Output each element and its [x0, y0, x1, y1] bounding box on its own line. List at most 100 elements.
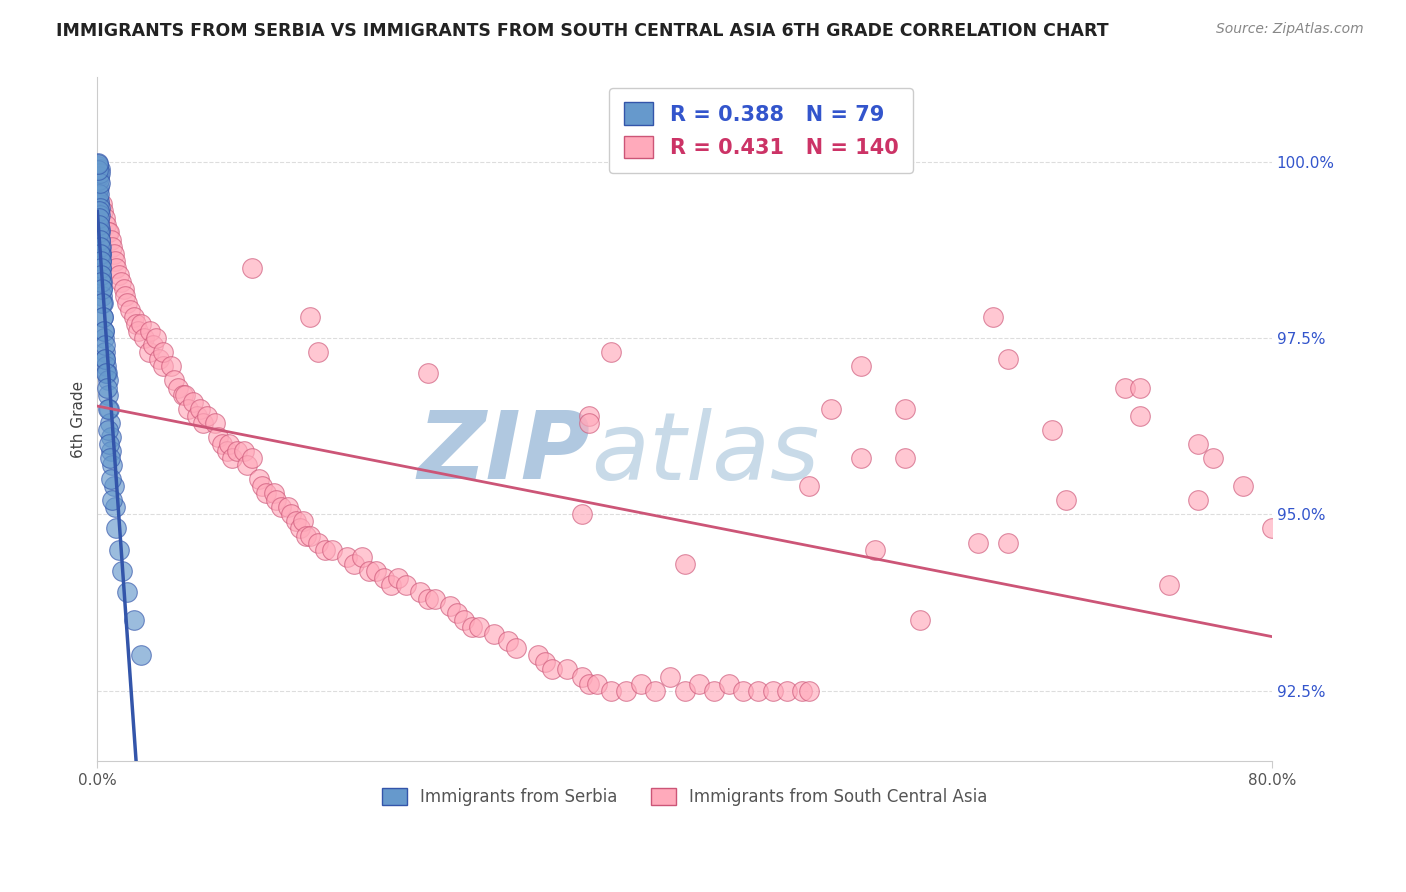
Point	[90, 275, 112, 289]
Point	[89, 176, 111, 190]
Point	[93, 324, 115, 338]
Y-axis label: 6th Grade: 6th Grade	[72, 381, 86, 458]
Point	[98, 401, 121, 416]
Point	[416, 367, 439, 381]
Point	[534, 656, 557, 670]
Text: ZIP: ZIP	[418, 408, 591, 500]
Point	[291, 515, 314, 529]
Point	[188, 401, 211, 416]
Point	[236, 458, 259, 472]
Point	[1261, 521, 1284, 535]
Point	[112, 282, 135, 296]
Point	[89, 222, 111, 236]
Point	[673, 557, 696, 571]
Point	[152, 345, 174, 359]
Point	[776, 683, 799, 698]
Point	[124, 317, 146, 331]
Point	[87, 197, 110, 211]
Point	[461, 620, 484, 634]
Point	[90, 246, 112, 260]
Point	[849, 450, 872, 465]
Point	[416, 592, 439, 607]
Point	[295, 528, 318, 542]
Point	[97, 387, 120, 401]
Point	[600, 345, 623, 359]
Point	[90, 253, 112, 268]
Point	[98, 226, 121, 240]
Point	[90, 246, 112, 260]
Point	[288, 521, 311, 535]
Point	[163, 374, 186, 388]
Point	[101, 493, 124, 508]
Point	[578, 676, 600, 690]
Point	[439, 599, 461, 613]
Point	[571, 669, 593, 683]
Point	[93, 338, 115, 352]
Point	[108, 268, 131, 282]
Point	[250, 479, 273, 493]
Point	[1159, 578, 1181, 592]
Point	[87, 172, 110, 186]
Point	[89, 162, 111, 177]
Point	[139, 324, 162, 338]
Point	[127, 324, 149, 338]
Point	[90, 268, 112, 282]
Point	[97, 374, 120, 388]
Point	[87, 204, 110, 219]
Point	[93, 324, 115, 338]
Point	[409, 585, 432, 599]
Point	[453, 613, 475, 627]
Point	[498, 634, 520, 648]
Point	[1202, 450, 1225, 465]
Point	[91, 310, 114, 324]
Point	[96, 359, 118, 374]
Point	[197, 409, 219, 423]
Point	[89, 233, 111, 247]
Point	[87, 194, 110, 208]
Point	[87, 211, 110, 226]
Point	[172, 387, 194, 401]
Point	[717, 676, 740, 690]
Point	[91, 310, 114, 324]
Point	[380, 578, 402, 592]
Point	[90, 239, 112, 253]
Point	[93, 331, 115, 345]
Point	[91, 296, 114, 310]
Point	[600, 683, 623, 698]
Point	[100, 472, 122, 486]
Point	[658, 669, 681, 683]
Point	[90, 282, 112, 296]
Point	[191, 416, 214, 430]
Point	[314, 542, 336, 557]
Point	[90, 268, 112, 282]
Point	[91, 204, 114, 219]
Point	[423, 592, 446, 607]
Point	[89, 239, 111, 253]
Point	[266, 493, 288, 508]
Point	[89, 233, 111, 247]
Point	[115, 296, 138, 310]
Point	[747, 683, 769, 698]
Point	[181, 394, 204, 409]
Point	[89, 246, 111, 260]
Point	[614, 683, 637, 698]
Point	[233, 444, 256, 458]
Point	[145, 331, 167, 345]
Point	[221, 450, 243, 465]
Point	[90, 197, 112, 211]
Point	[284, 515, 307, 529]
Point	[1187, 493, 1209, 508]
Point	[90, 282, 112, 296]
Point	[820, 401, 842, 416]
Point	[87, 169, 110, 183]
Point	[366, 564, 388, 578]
Point	[87, 155, 110, 169]
Point	[981, 310, 1004, 324]
Point	[350, 549, 373, 564]
Point	[96, 367, 118, 381]
Point	[110, 275, 132, 289]
Point	[96, 380, 118, 394]
Point	[101, 458, 124, 472]
Point	[89, 165, 111, 179]
Point	[90, 253, 112, 268]
